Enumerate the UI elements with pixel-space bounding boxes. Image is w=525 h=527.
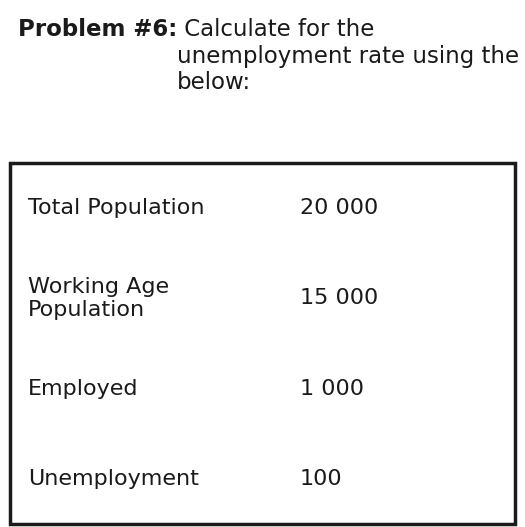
- Text: 100: 100: [300, 469, 343, 489]
- Text: Unemployment: Unemployment: [28, 469, 199, 489]
- Text: Employed: Employed: [28, 378, 139, 398]
- Text: 20 000: 20 000: [300, 198, 378, 218]
- Text: Calculate for the
unemployment rate using the table
below:: Calculate for the unemployment rate usin…: [177, 18, 525, 94]
- Text: Population: Population: [28, 299, 145, 319]
- Text: Total Population: Total Population: [28, 198, 205, 218]
- Text: 1 000: 1 000: [300, 378, 364, 398]
- Text: Working Age: Working Age: [28, 277, 169, 297]
- Text: 15 000: 15 000: [300, 288, 378, 308]
- Text: Problem #6:: Problem #6:: [18, 18, 177, 41]
- Bar: [10, 163, 515, 524]
